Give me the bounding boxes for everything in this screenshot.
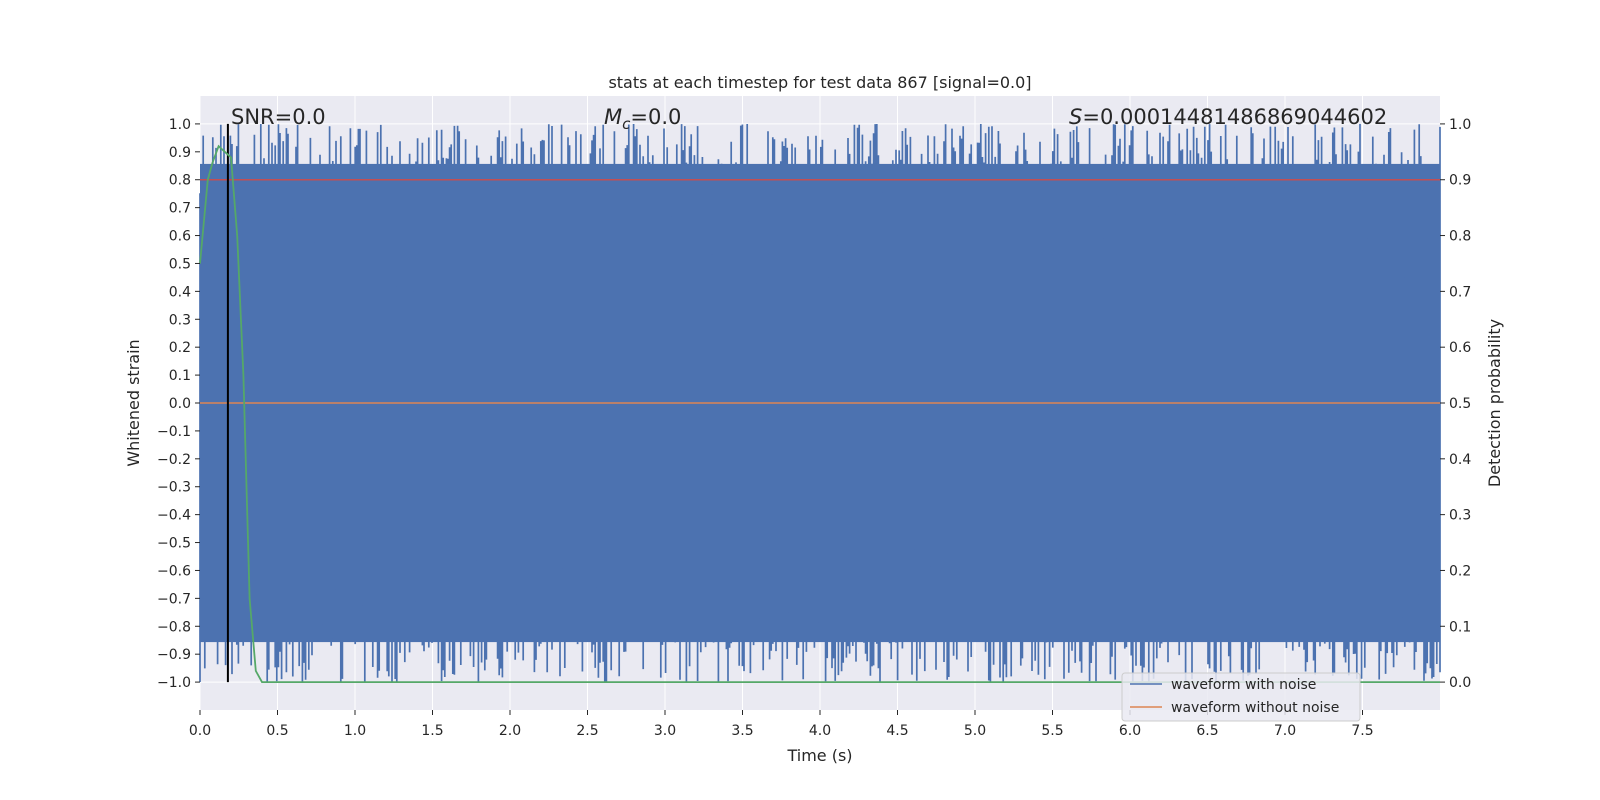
y-right-tick-label: 0.5 <box>1449 396 1471 412</box>
y-left-tick-label: −0.2 <box>157 452 191 468</box>
x-tick-label: 2.5 <box>576 723 598 739</box>
x-axis-label: Time (s) <box>786 746 852 765</box>
x-tick-label: 1.0 <box>344 723 366 739</box>
x-tick-label: 4.0 <box>809 723 831 739</box>
x-tick-label: 2.0 <box>499 723 521 739</box>
x-tick-label: 5.5 <box>1041 723 1063 739</box>
detection-probability-line <box>199 144 1440 683</box>
y-right-tick-label: 0.6 <box>1449 340 1471 356</box>
x-tick-label: 3.0 <box>654 723 676 739</box>
y-axis-right-label: Detection probability <box>1485 319 1504 487</box>
snr-annotation: SNR=0.0 <box>231 105 326 129</box>
x-tick-label: 0.0 <box>189 723 211 739</box>
legend-label-noise: waveform with noise <box>1171 677 1316 693</box>
y-left-tick-label: 0.9 <box>169 145 191 161</box>
s-value: =0.00014481486869044602 <box>1082 105 1387 129</box>
x-axis-ticks: 0.0 0.5 1.0 1.5 2.0 2.5 3.0 3.5 4.0 4.5 5.0 5.5 6.0 6… <box>189 710 1374 739</box>
y-axis-right-ticks: 1.0 0.9 0.8 0.7 0.6 0.5 0.4 0.3 0.2 0.1 0.0 <box>1440 117 1471 691</box>
overlay-lines <box>199 123 1440 683</box>
y-right-tick-label: 0.0 <box>1449 675 1471 691</box>
x-tick-label: 5.0 <box>964 723 986 739</box>
x-tick-label: 6.0 <box>1119 723 1141 739</box>
y-axis-left-ticks: 1.0 0.9 0.8 0.7 0.6 0.5 0.4 0.3 0.2 0.1 0.0 −0.1 −0.… <box>157 117 200 691</box>
y-left-tick-label: 0.2 <box>169 340 191 356</box>
x-tick-label: 7.5 <box>1351 723 1373 739</box>
y-left-tick-label: −0.8 <box>157 619 191 635</box>
chirp-mass-annotation: Mc=0.0 <box>604 105 681 133</box>
y-left-tick-label: −1.0 <box>157 675 191 691</box>
y-left-tick-label: −0.4 <box>157 508 191 524</box>
x-tick-label: 0.5 <box>266 723 288 739</box>
y-left-tick-label: −0.6 <box>157 563 191 579</box>
y-right-tick-label: 0.8 <box>1449 229 1471 245</box>
y-right-tick-label: 0.3 <box>1449 508 1471 524</box>
legend-box <box>1121 672 1361 722</box>
y-left-tick-label: 0.7 <box>169 201 191 217</box>
y-right-tick-label: 0.2 <box>1449 563 1471 579</box>
y-left-tick-label: 0.3 <box>169 312 191 328</box>
mc-value: =0.0 <box>630 105 681 129</box>
y-left-tick-label: −0.5 <box>157 536 191 552</box>
y-left-tick-label: 0.1 <box>169 368 191 384</box>
y-left-tick-label: −0.7 <box>157 591 191 607</box>
x-tick-label: 4.5 <box>886 723 908 739</box>
y-right-tick-label: 0.9 <box>1449 173 1471 189</box>
noise-waveform-path <box>199 123 1441 683</box>
y-left-tick-label: 0.8 <box>169 173 191 189</box>
legend-label-clean: waveform without noise <box>1171 700 1339 716</box>
y-left-tick-label: 0.5 <box>169 256 191 272</box>
x-tick-label: 6.5 <box>1196 723 1218 739</box>
y-left-tick-label: 0.4 <box>169 284 191 300</box>
y-right-tick-label: 0.4 <box>1449 452 1471 468</box>
legend: waveform with noise waveform without noi… <box>1121 672 1361 722</box>
y-right-tick-label: 0.1 <box>1449 619 1471 635</box>
x-tick-label: 3.5 <box>731 723 753 739</box>
y-left-tick-label: 1.0 <box>169 117 191 133</box>
y-left-tick-label: 0.0 <box>169 396 191 412</box>
y-left-tick-label: −0.1 <box>157 424 191 440</box>
y-right-tick-label: 0.7 <box>1449 284 1471 300</box>
y-left-tick-label: 0.6 <box>169 229 191 245</box>
s-symbol: S <box>1069 105 1082 129</box>
s-annotation: S=0.00014481486869044602 <box>1069 105 1387 129</box>
chart-title: stats at each timestep for test data 867… <box>608 73 1031 92</box>
mc-subscript: c <box>622 115 631 133</box>
y-left-tick-label: −0.3 <box>157 480 191 496</box>
x-tick-label: 1.5 <box>421 723 443 739</box>
y-left-tick-label: −0.9 <box>157 647 191 663</box>
y-axis-left-label: Whitened strain <box>124 339 143 466</box>
mc-symbol: M <box>604 105 622 129</box>
y-right-tick-label: 1.0 <box>1449 117 1471 133</box>
x-tick-label: 7.0 <box>1274 723 1296 739</box>
